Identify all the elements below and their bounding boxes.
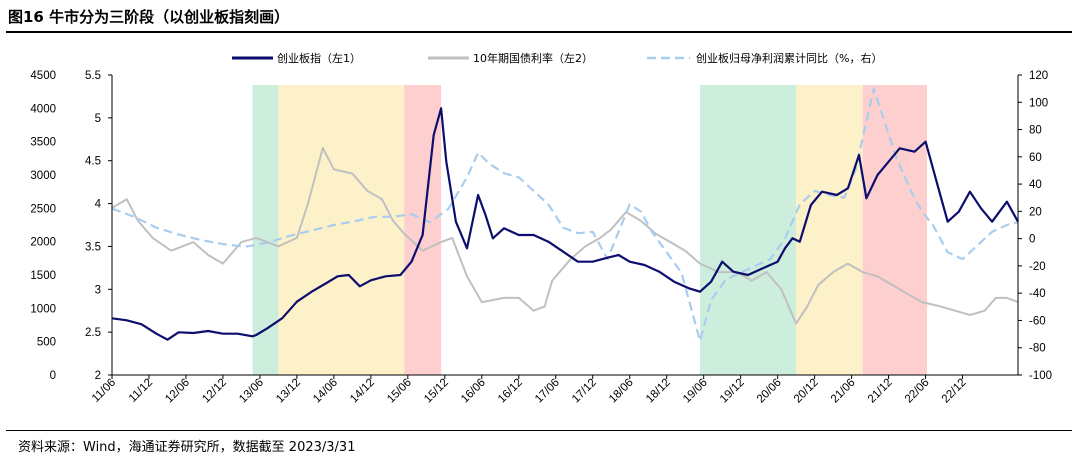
phase-band-yellow bbox=[278, 85, 405, 375]
y-left-inner-tick: 3.5 bbox=[85, 241, 101, 253]
y-left-inner-tick: 4 bbox=[95, 199, 102, 211]
y-left-outer-tick: 1500 bbox=[30, 270, 56, 282]
x-tick-label: 15/06 bbox=[385, 377, 414, 406]
y-left-outer-tick: 500 bbox=[37, 337, 56, 349]
x-tick-label: 16/06 bbox=[459, 377, 488, 406]
y-left-outer-tick: 4000 bbox=[30, 103, 56, 115]
y-left-inner-tick: 2.5 bbox=[85, 327, 101, 339]
y-left-outer-tick: 2000 bbox=[30, 237, 56, 249]
x-tick-label: 19/12 bbox=[718, 377, 747, 406]
series-line-profit bbox=[111, 87, 1019, 342]
phase-band-red bbox=[862, 85, 928, 375]
x-tick-label: 15/12 bbox=[422, 377, 451, 406]
x-tick-label: 14/06 bbox=[311, 377, 340, 406]
x-tick-label: 21/12 bbox=[866, 377, 895, 406]
y-right-tick: 100 bbox=[1029, 97, 1048, 109]
y-right-tick: -80 bbox=[1029, 343, 1046, 355]
y-left-inner-tick: 2 bbox=[95, 370, 101, 382]
y-right-tick: 20 bbox=[1029, 206, 1042, 218]
x-tick-label: 19/06 bbox=[681, 377, 710, 406]
phase-band-yellow bbox=[796, 85, 863, 375]
y-right-tick: 40 bbox=[1029, 179, 1042, 191]
phase-bands bbox=[252, 85, 928, 375]
footer-divider bbox=[6, 430, 1072, 431]
y-left-outer-tick: 4500 bbox=[30, 70, 56, 82]
series-line-index bbox=[111, 107, 1019, 341]
legend-label-profit: 创业板归母净利润累计同比（%，右） bbox=[696, 51, 882, 65]
legend: 创业板指（左1） 10年期国债利率（左2） 创业板归母净利润累计同比（%，右） bbox=[232, 51, 882, 65]
y-left-inner-tick: 5.5 bbox=[85, 70, 101, 82]
page-title: 图16 牛市分为三阶段（以创业板指刻画） bbox=[8, 8, 290, 26]
title-divider bbox=[6, 31, 1072, 33]
y-right-tick: -40 bbox=[1029, 288, 1046, 300]
x-tick-label: 11/12 bbox=[127, 377, 155, 405]
y-left-inner-tick: 4.5 bbox=[85, 156, 101, 168]
x-tick-label: 17/12 bbox=[570, 377, 599, 406]
phase-band-green bbox=[699, 85, 797, 375]
series-lines bbox=[111, 87, 1019, 342]
series-line-bond bbox=[111, 146, 1019, 325]
y-left-outer-tick: 1000 bbox=[30, 303, 56, 315]
y-right-tick: -20 bbox=[1029, 261, 1046, 273]
x-tick-label: 22/12 bbox=[940, 377, 969, 406]
x-tick-label: 17/06 bbox=[533, 377, 562, 406]
x-tick-label: 12/06 bbox=[163, 377, 192, 406]
phase-band-green bbox=[252, 85, 279, 375]
x-tick-label: 21/06 bbox=[829, 377, 858, 406]
y-right-tick: 0 bbox=[1029, 234, 1035, 246]
y-left-outer-tick: 2500 bbox=[30, 203, 56, 215]
y-left-outer-tick: 3000 bbox=[30, 170, 56, 182]
x-tick-label: 20/06 bbox=[755, 377, 784, 406]
x-tick-label: 12/12 bbox=[200, 377, 229, 406]
source-note: 资料来源：Wind，海通证券研究所，数据截至 2023/3/31 bbox=[18, 440, 356, 455]
x-tick-label: 13/06 bbox=[237, 377, 266, 406]
x-tick-label: 18/12 bbox=[644, 377, 673, 406]
x-tick-label: 20/12 bbox=[792, 377, 821, 406]
x-tick-label: 22/06 bbox=[903, 377, 932, 406]
x-tick-label: 16/12 bbox=[496, 377, 525, 406]
y-right-tick: 120 bbox=[1029, 70, 1048, 82]
x-tick-label: 14/12 bbox=[348, 377, 377, 406]
y-left-inner-tick: 5 bbox=[95, 113, 101, 125]
legend-label-index: 创业板指（左1） bbox=[277, 51, 361, 65]
y-left-outer-tick: 3500 bbox=[30, 137, 56, 149]
legend-label-bond: 10年期国债利率（左2） bbox=[473, 51, 593, 65]
x-tick-label: 18/06 bbox=[607, 377, 636, 406]
x-tick-label: 13/12 bbox=[274, 377, 303, 406]
y-left-outer-tick: 0 bbox=[50, 370, 56, 382]
y-left-inner-tick: 3 bbox=[95, 284, 101, 296]
y-right-tick: 80 bbox=[1029, 125, 1042, 137]
y-right-tick: 60 bbox=[1029, 152, 1042, 164]
y-right-tick: -60 bbox=[1029, 315, 1046, 327]
y-right-tick: -100 bbox=[1029, 370, 1052, 382]
